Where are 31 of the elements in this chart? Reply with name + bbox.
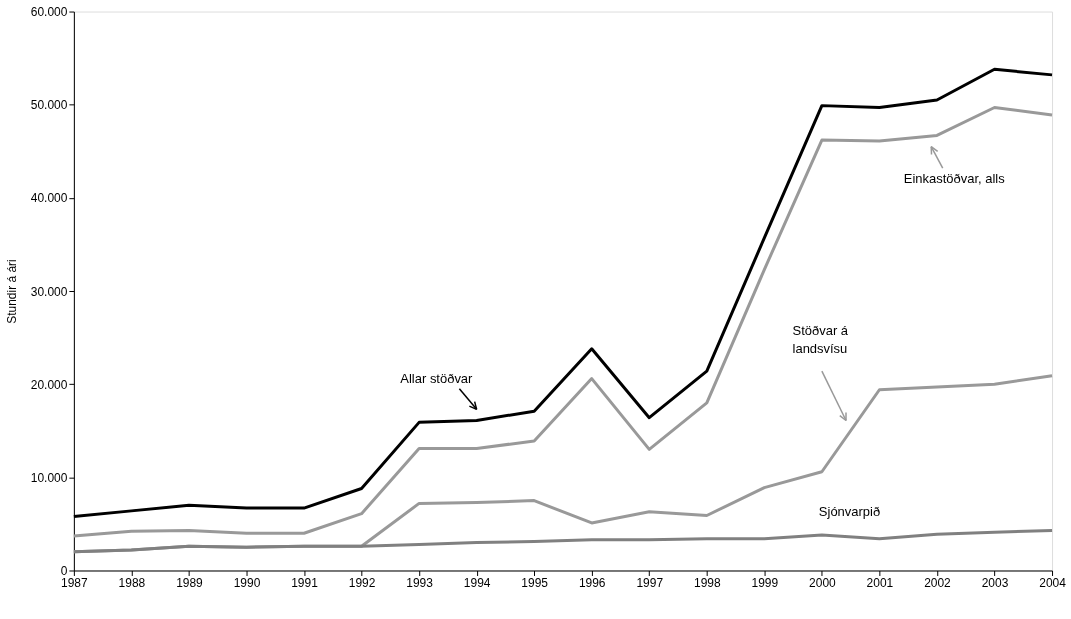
x-tick-label: 1988	[118, 575, 146, 590]
x-tick-label: 1997	[636, 575, 664, 590]
y-tick-label: 20.000	[30, 377, 68, 392]
y-axis-title: Stundir á ári	[4, 259, 19, 324]
x-tick-label: 1998	[693, 575, 721, 590]
x-tick-label: 1994	[463, 575, 491, 590]
x-tick-label: 1992	[348, 575, 376, 590]
y-tick-label: 60.000	[30, 5, 68, 20]
y-tick-label: 10.000	[30, 470, 68, 485]
x-tick-label: 1991	[291, 575, 319, 590]
text: Allar stöðvar	[400, 370, 474, 386]
x-tick-label: 2001	[866, 575, 894, 590]
x-tick-label: 1990	[233, 575, 261, 590]
x-tick-label: 1995	[521, 575, 549, 590]
line-series	[72, 528, 1054, 554]
y-tick-label: 50.000	[30, 98, 68, 113]
x-tick-label: 2004	[1039, 575, 1067, 590]
x-tick-label: 1996	[578, 575, 606, 590]
y-tick-label: 30.000	[30, 284, 68, 299]
x-tick-label: 1987	[61, 575, 89, 590]
series-label: Sjónvarpið	[818, 503, 881, 519]
y-tick-label: 0	[60, 563, 68, 578]
x-tick-label: 2002	[924, 575, 952, 590]
text: Stöðvar á landsvísu	[792, 323, 849, 357]
legend-label: Einkastöðvar, alls	[903, 171, 1006, 187]
x-tick-label: 1999	[751, 575, 779, 590]
y-tick-label: 40.000	[30, 191, 68, 206]
x-tick-label: 1993	[406, 575, 434, 590]
x-tick-label: 1989	[176, 575, 204, 590]
x-tick-label: 2000	[809, 575, 837, 590]
x-tick-label: 2003	[981, 575, 1009, 590]
